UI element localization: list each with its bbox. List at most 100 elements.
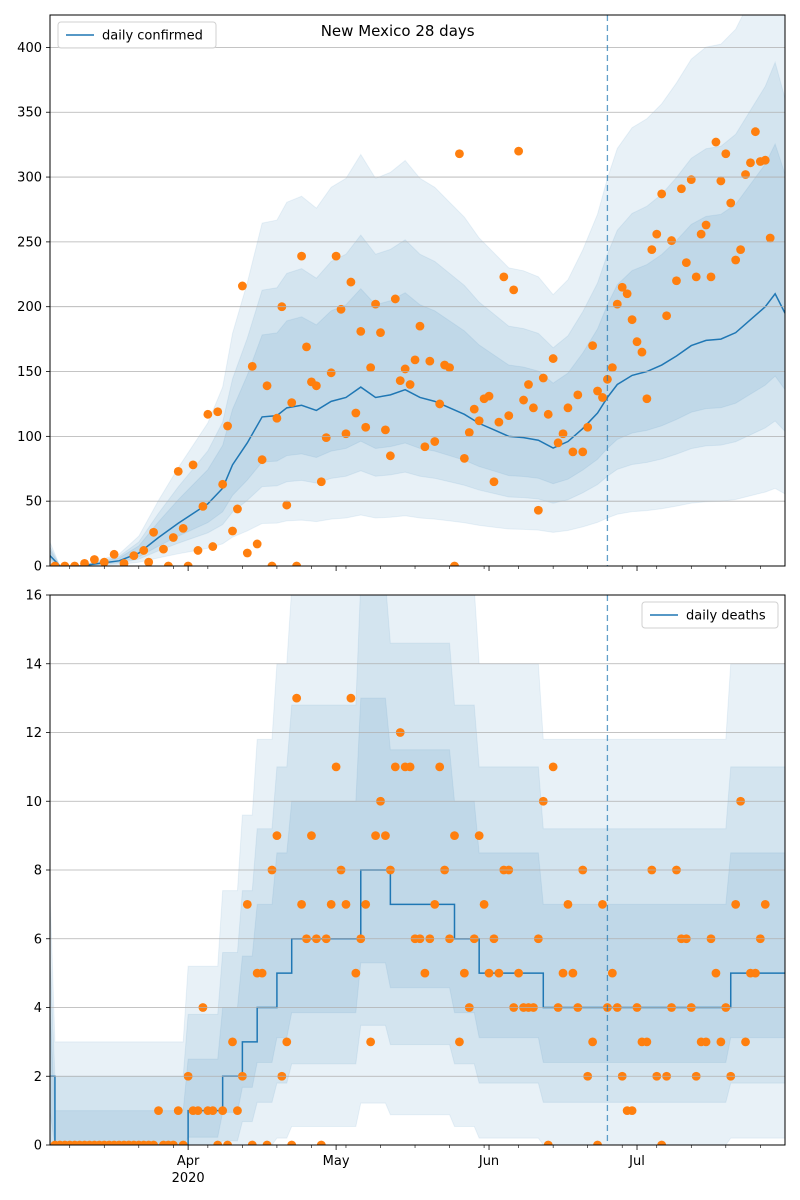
data-point	[524, 380, 533, 389]
data-point	[662, 311, 672, 321]
data-point	[459, 968, 469, 978]
data-point	[228, 526, 237, 536]
data-point	[272, 413, 282, 423]
data-point	[672, 276, 681, 286]
data-point	[543, 409, 553, 419]
y-tick-label: 4	[34, 1001, 42, 1016]
data-point	[336, 304, 346, 314]
data-point	[242, 899, 252, 909]
data-point	[331, 251, 341, 261]
data-point	[484, 968, 494, 978]
data-point	[198, 501, 208, 511]
data-point	[237, 281, 247, 291]
data-point	[701, 220, 711, 230]
data-point	[213, 407, 223, 417]
data-point	[228, 1037, 237, 1047]
data-point	[168, 533, 178, 542]
data-point	[287, 1140, 297, 1145]
data-point	[381, 425, 390, 435]
x-tick-label: Jun	[478, 1154, 499, 1169]
y-tick-label: 200	[17, 300, 42, 315]
data-point	[262, 1140, 272, 1145]
data-point	[233, 1106, 242, 1116]
data-point	[420, 968, 430, 978]
data-point	[612, 299, 622, 309]
data-point	[519, 395, 528, 405]
x-tick-sublabel: 2020	[172, 1171, 205, 1186]
legend-box	[641, 601, 779, 629]
y-tick-label: 150	[17, 365, 42, 380]
data-point	[351, 408, 361, 418]
data-point	[50, 561, 60, 566]
data-point	[607, 363, 617, 373]
data-point	[139, 546, 149, 555]
plot-area	[50, 15, 785, 566]
data-point	[489, 477, 499, 487]
data-point	[726, 198, 736, 208]
data-point	[652, 229, 662, 239]
x-tick-label: Apr	[177, 1154, 200, 1169]
data-point	[479, 899, 489, 909]
data-point	[474, 831, 484, 841]
y-tick-label: 350	[17, 106, 42, 121]
data-point	[568, 447, 578, 457]
data-point	[455, 1037, 464, 1047]
data-point	[514, 146, 524, 156]
data-point	[741, 170, 750, 179]
data-point	[163, 561, 173, 566]
data-point	[593, 1140, 602, 1145]
data-point	[410, 355, 420, 365]
data-point	[316, 1140, 326, 1145]
data-point	[395, 376, 405, 386]
data-point	[563, 403, 573, 413]
data-point	[741, 1037, 750, 1047]
data-point	[356, 326, 366, 336]
data-point	[731, 255, 741, 265]
data-point	[760, 899, 770, 909]
data-point	[593, 386, 602, 396]
data-point	[721, 149, 731, 159]
data-point	[233, 504, 242, 514]
legend-label: daily deaths	[686, 609, 766, 624]
data-point	[657, 1140, 667, 1145]
data-point	[400, 364, 410, 374]
data-point	[573, 390, 583, 400]
uncertainty-band	[50, 697, 785, 1145]
data-point	[504, 411, 514, 421]
data-point	[307, 831, 316, 841]
data-point	[326, 899, 336, 909]
data-point	[371, 299, 380, 309]
data-point	[701, 1037, 711, 1047]
y-tick-label: 10	[25, 795, 42, 810]
data-point	[178, 524, 188, 533]
data-point	[405, 380, 415, 389]
data-point	[257, 455, 267, 465]
uncertainty-band	[50, 15, 785, 566]
data-point	[144, 557, 154, 566]
panel-deaths: 0 2 4 6 8 10 12 14 16 Apr 2020 May Jun Jul daily death…	[25, 589, 786, 1186]
data-point	[346, 277, 356, 287]
data-point	[558, 968, 568, 978]
data-point	[287, 398, 297, 408]
data-point	[390, 762, 400, 772]
y-tick-label: 0	[34, 560, 42, 575]
data-point	[583, 422, 593, 432]
data-point	[622, 289, 632, 299]
data-point	[691, 272, 701, 282]
data-point	[149, 527, 158, 537]
data-point	[302, 342, 311, 352]
data-point	[188, 460, 198, 470]
data-point	[642, 394, 652, 404]
data-point	[272, 831, 282, 841]
data-point	[129, 551, 139, 561]
data-point	[558, 429, 568, 439]
data-point	[415, 321, 425, 331]
data-point	[563, 899, 573, 909]
data-point	[361, 422, 371, 432]
data-point	[390, 294, 400, 304]
data-point	[514, 968, 524, 978]
data-point	[149, 1140, 158, 1145]
data-point	[70, 561, 80, 566]
y-tick-label: 6	[34, 932, 42, 947]
